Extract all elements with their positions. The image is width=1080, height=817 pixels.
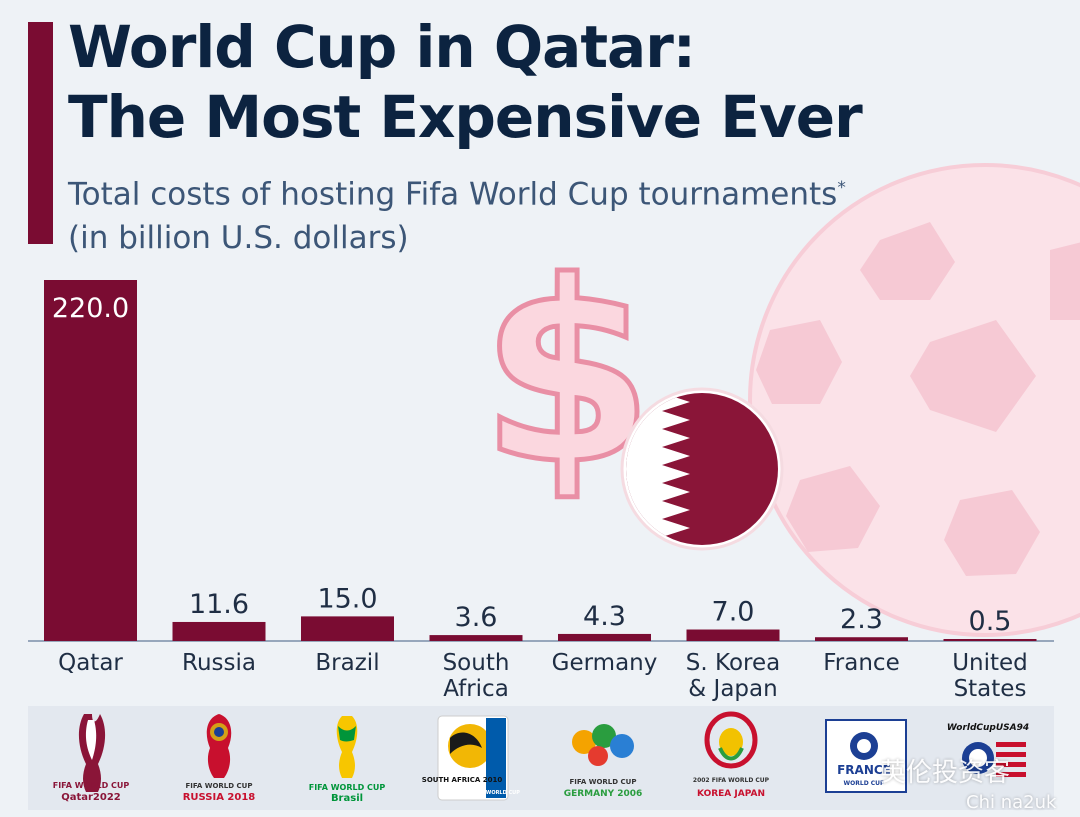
value-label-6: 2.3 <box>840 604 883 635</box>
bar-2 <box>301 616 394 641</box>
logo-line-1: FIFA WORLD CUP <box>309 783 386 792</box>
logo-line-2: FIFA WORLD CUP <box>472 790 520 796</box>
south-africa-2010-logo: SOUTH AFRICA 2010 FIFA WORLD CUP <box>420 708 530 808</box>
bar-7 <box>943 639 1037 641</box>
logo-line-2: WORLD CUP <box>844 780 886 787</box>
logo-line-2: RUSSIA 2018 <box>183 792 256 803</box>
tournament-logo-strip: FIFA WORLD CUP Qatar2022 FIFA WORLD CUP … <box>28 706 1054 810</box>
soccer-ball-icon <box>748 163 1080 637</box>
bar-0 <box>44 280 137 641</box>
qatar-2022-logo: FIFA WORLD CUP Qatar2022 <box>36 708 146 808</box>
logo-line-1: FIFA WORLD CUP <box>53 781 130 790</box>
value-label-3: 3.6 <box>455 602 498 633</box>
korea-japan-2002-logo-icon: 2002 FIFA WORLD CUP KOREA JAPAN <box>693 711 770 799</box>
korea-japan-2002-logo: 2002 FIFA WORLD CUP KOREA JAPAN <box>676 708 786 808</box>
bar-5 <box>686 629 780 641</box>
germany-2006-logo: FIFA WORLD CUP GERMANY 2006 <box>548 708 658 808</box>
subtitle-line-1: Total costs of hosting Fifa World Cup to… <box>68 176 838 213</box>
logo-line-2: KOREA JAPAN <box>697 789 765 799</box>
accent-bar <box>28 22 53 244</box>
category-label-6-0: France <box>823 650 899 676</box>
bar-6 <box>815 637 908 641</box>
logo-line-2: Qatar2022 <box>61 792 121 803</box>
logo-line-1: SOUTH AFRICA 2010 <box>422 776 503 784</box>
value-label-7: 0.5 <box>969 606 1012 637</box>
logo-line-2: GERMANY 2006 <box>564 789 643 799</box>
footnote-marker: * <box>837 178 846 198</box>
logo-line-1: 2002 FIFA WORLD CUP <box>693 777 770 784</box>
bar-1 <box>172 621 266 641</box>
value-label-2: 15.0 <box>317 583 377 614</box>
logo-line-2: Brasil <box>331 793 363 804</box>
title-line-1: World Cup in Qatar: <box>68 13 696 81</box>
category-label-5-0: S. Korea <box>686 650 780 676</box>
france-1998-logo-icon: FRANCE WORLD CUP <box>825 719 907 793</box>
value-label-1: 11.6 <box>189 589 249 620</box>
category-label-1-0: Russia <box>182 650 256 676</box>
value-label-5: 7.0 <box>712 597 755 628</box>
qatar-flag-coin-icon <box>620 387 784 551</box>
france-1998-logo: FRANCE WORLD CUP <box>804 708 914 808</box>
russia-2018-logo: FIFA WORLD CUP RUSSIA 2018 <box>164 708 274 808</box>
value-label-4: 4.3 <box>583 601 626 632</box>
category-label-5-1: & Japan <box>688 676 777 702</box>
dollar-sign-icon: $ <box>478 226 657 522</box>
category-label-7-1: States <box>954 676 1027 702</box>
value-label-0: 220.0 <box>52 293 129 324</box>
brazil-2014-logo: FIFA WORLD CUP Brasil <box>292 708 402 808</box>
germany-2006-logo-icon: FIFA WORLD CUP GERMANY 2006 <box>564 724 643 799</box>
value-labels-group: 220.0 11.6 15.0 3.6 4.3 7.0 2.3 0.5 <box>52 293 1012 637</box>
category-label-7-0: United <box>952 650 1028 676</box>
watermark-subtext: Chi na2uk <box>966 792 1057 813</box>
bar-4 <box>558 633 651 641</box>
logo-line-1: FRANCE <box>837 763 891 777</box>
watermark: 英伦投资客 <box>880 758 1011 788</box>
category-label-3-1: Africa <box>443 676 509 702</box>
logo-line-1: FIFA WORLD CUP <box>186 782 253 790</box>
usa-1994-logo-icon: WorldCupUSA94 <box>947 723 1029 777</box>
bar-3 <box>429 635 523 641</box>
south-africa-2010-logo-icon: SOUTH AFRICA 2010 FIFA WORLD CUP <box>422 715 520 801</box>
logo-line-1: FIFA WORLD CUP <box>570 778 637 786</box>
subtitle: Total costs of hosting Fifa World Cup to… <box>68 166 846 260</box>
qatar-2022-logo-icon: FIFA WORLD CUP Qatar2022 <box>53 714 130 803</box>
logo-line-1: WorldCupUSA94 <box>947 723 1029 733</box>
bar-chart: 220.0 11.6 15.0 3.6 4.3 7.0 2.3 0.5 Qatar Russia… <box>28 280 1054 702</box>
usa-1994-logo: WorldCupUSA94 <box>932 708 1042 808</box>
russia-2018-logo-icon: FIFA WORLD CUP RUSSIA 2018 <box>183 714 256 803</box>
bars-group <box>44 280 1037 641</box>
category-label-0-0: Qatar <box>58 650 123 676</box>
title-line-2: The Most Expensive Ever <box>68 83 863 151</box>
brazil-2014-logo-icon: FIFA WORLD CUP Brasil <box>309 716 386 804</box>
category-label-3-0: South <box>443 650 510 676</box>
category-label-4-0: Germany <box>552 650 658 676</box>
category-label-2-0: Brazil <box>315 650 379 676</box>
subtitle-line-2: (in billion U.S. dollars) <box>68 220 409 257</box>
svg-text:$: $ <box>480 228 654 519</box>
page-title: World Cup in Qatar: The Most Expensive E… <box>68 12 863 152</box>
